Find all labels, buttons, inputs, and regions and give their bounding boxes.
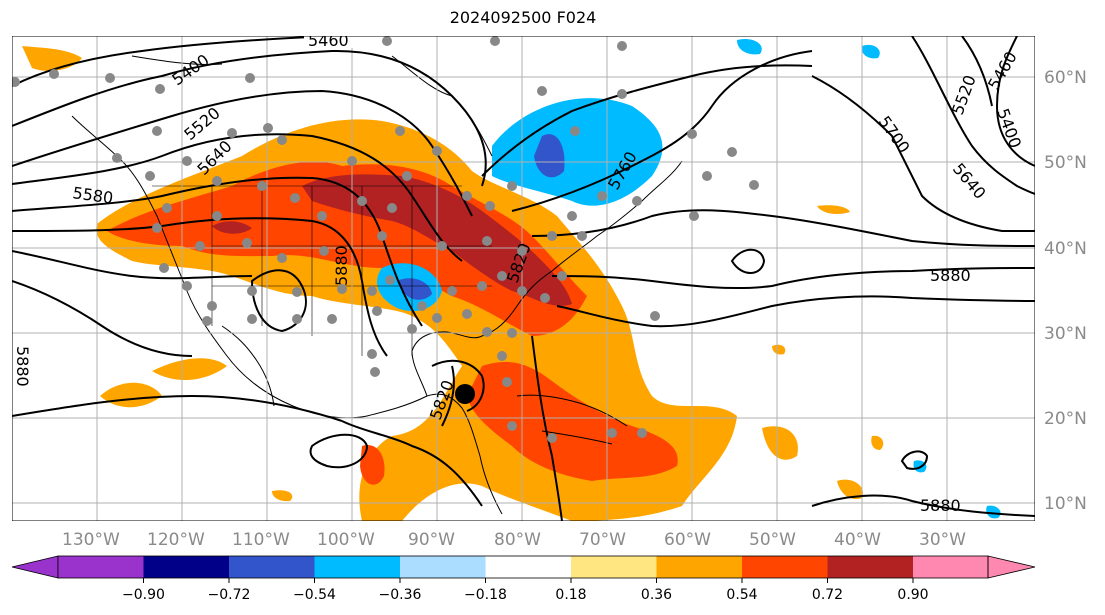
colorbar-segment xyxy=(143,556,229,578)
colorbar-segment xyxy=(314,556,400,578)
colorbar-segment xyxy=(742,556,828,578)
colorbar-segment xyxy=(913,556,988,578)
colorbar-segment xyxy=(58,556,144,578)
colorbar-segment xyxy=(11,555,59,579)
colorbar-tick-label: 0.36 xyxy=(641,587,672,603)
colorbar-segment xyxy=(987,555,1036,579)
colorbar-segment xyxy=(229,556,315,578)
colorbar-segment xyxy=(656,556,742,578)
colorbar-segment xyxy=(827,556,913,578)
colorbar-tick-label: −0.90 xyxy=(122,587,165,603)
colorbar-tick-label: 0.90 xyxy=(897,587,928,603)
colorbar-tick-label: −0.36 xyxy=(379,587,422,603)
map-title: 2024092500 F024 xyxy=(449,8,597,27)
colorbar-tick-label: −0.72 xyxy=(208,587,251,603)
colorbar-tick-label: −0.54 xyxy=(293,587,336,603)
colorbar-segment xyxy=(571,556,657,578)
contour-label: 5880 xyxy=(13,346,32,387)
shaded-field-blue xyxy=(377,38,1001,519)
height-contours xyxy=(12,36,1035,521)
contour-label: 5880 xyxy=(332,245,351,286)
colorbar-segment xyxy=(485,556,571,578)
weather-map: 5460 5400 5520 5640 5580 5880 5880 5820 … xyxy=(12,36,1035,521)
storm-center-marker xyxy=(455,384,475,404)
colorbar-tick-label: 0.18 xyxy=(555,587,586,603)
station-dots xyxy=(12,36,759,443)
contour-label: 5460 xyxy=(308,36,349,50)
contour-label: 5880 xyxy=(930,266,971,285)
colorbar-tick-label: 0.54 xyxy=(726,587,757,603)
coastlines xyxy=(71,55,683,515)
colorbar-tick-label: −0.18 xyxy=(464,587,507,603)
colorbar-segment xyxy=(400,556,486,578)
colorbar-tick-label: 0.72 xyxy=(812,587,843,603)
contour-label: 5880 xyxy=(920,496,961,515)
